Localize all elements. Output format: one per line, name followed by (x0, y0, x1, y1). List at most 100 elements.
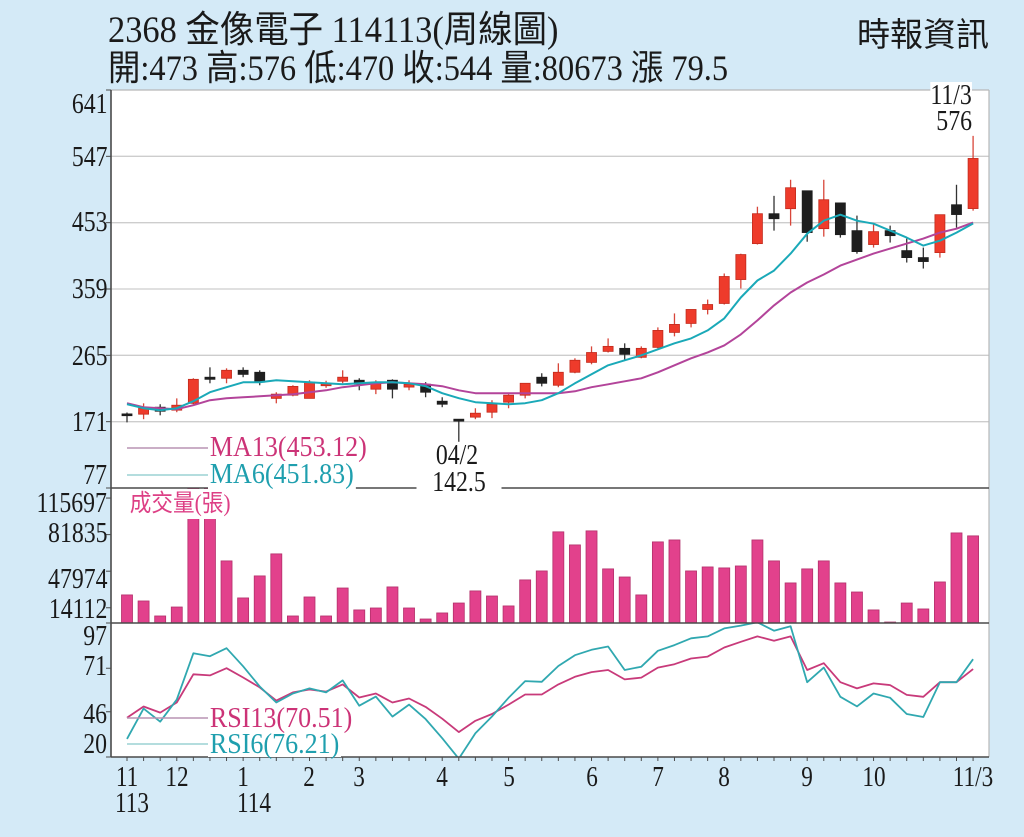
volume-bar (585, 530, 598, 623)
candle-up (669, 313, 680, 337)
volume-axis-label: 81835 (47, 517, 107, 549)
volume-bar (701, 566, 714, 623)
x-axis-label: 12 (165, 761, 189, 793)
rsi-axis-label: 97 (83, 620, 107, 652)
ma13-line (126, 221, 974, 411)
volume-bar (917, 608, 930, 623)
price-axis-label: 359 (71, 273, 107, 305)
candlestick-series (121, 135, 979, 442)
low-date-annotation: 04/2 (414, 442, 500, 470)
candle-up (602, 338, 614, 353)
volume-bar (668, 539, 681, 623)
x-axis-year-label: 114 (237, 787, 272, 819)
volume-bar (486, 595, 498, 623)
volume-bar (569, 544, 581, 623)
high-date-annotation: 11/3 (930, 80, 972, 111)
candle-up (519, 382, 531, 399)
volume-bar (535, 570, 548, 623)
candle-up (785, 179, 796, 226)
volume-axis-label: 47974 (47, 563, 107, 595)
rsi13-legend: RSI13(70.51) (208, 703, 355, 734)
volume-bar (220, 560, 233, 623)
volume-bar (635, 594, 648, 623)
candle-up (586, 346, 597, 365)
price-axis-label: 171 (71, 406, 107, 438)
volume-bar (419, 618, 432, 623)
candle-down (204, 367, 216, 384)
volume-bar (253, 575, 266, 623)
volume-bar (452, 602, 465, 623)
volume-bar (303, 596, 316, 623)
candle-down (436, 397, 448, 408)
candle-up (868, 223, 879, 248)
x-axis-label: 1 (237, 761, 249, 793)
volume-bar (784, 582, 797, 623)
volume-bar (552, 531, 565, 623)
volume-bar (403, 607, 415, 623)
price-axis-label: 453 (71, 206, 107, 238)
volume-bar (834, 582, 847, 623)
x-axis-label: 11 (115, 761, 139, 793)
volume-bar (204, 488, 216, 623)
volume-bar (170, 606, 183, 623)
volume-bar (469, 590, 482, 623)
candle-up (685, 309, 697, 328)
x-axis-label: 4 (436, 761, 449, 793)
candle-down (121, 412, 133, 423)
volume-bar (851, 591, 863, 623)
volume-bar (286, 615, 299, 623)
rsi-axis-label: 20 (83, 728, 107, 760)
x-axis-label: 2 (303, 761, 316, 793)
volume-bar (801, 568, 814, 623)
candle-up (552, 363, 564, 388)
x-axis-label: 11/3 (952, 761, 994, 793)
volume-axis-label: 14112 (48, 593, 107, 625)
price-axis-label: 77 (83, 459, 107, 491)
volume-bar (950, 532, 963, 623)
high-value-annotation: 576 (936, 106, 972, 137)
ma13-legend: MA13(453.12) (208, 432, 369, 463)
candle-up (569, 358, 581, 374)
candle-down (834, 202, 846, 238)
volume-bar (436, 612, 449, 623)
candle-up (967, 135, 979, 211)
x-axis-label: 5 (502, 761, 515, 793)
candle-up (469, 408, 481, 420)
volume-bar (618, 576, 631, 623)
candle-up (718, 273, 730, 305)
chart-title: 2368 金像電子 114113(周線圖) (108, 10, 559, 51)
candle-down (619, 343, 631, 361)
volume-bar (651, 541, 664, 623)
price-panel (121, 135, 979, 442)
volume-bar (817, 560, 830, 623)
volume-bar (320, 615, 332, 623)
volume-bar (353, 609, 366, 623)
volume-bar (121, 594, 133, 623)
volume-panel-title: 成交量(張) (128, 489, 233, 519)
volume-bar (386, 586, 399, 623)
rsi-axis-label: 46 (83, 698, 107, 730)
candle-down (951, 184, 962, 228)
x-axis-label: 9 (801, 761, 813, 793)
volume-bar (137, 600, 150, 623)
candle-up (503, 394, 514, 409)
volume-bar (237, 597, 250, 623)
volume-axis-label: 115697 (36, 487, 107, 519)
volume-bar (718, 567, 731, 623)
plot-area (111, 90, 989, 757)
volume-bar (751, 539, 764, 623)
volume-bar (768, 560, 780, 623)
volume-bar (602, 568, 615, 623)
candle-down (536, 373, 548, 387)
candle-up (337, 370, 349, 384)
candle-up (735, 253, 747, 289)
candle-up (752, 206, 763, 245)
candle-up (818, 179, 830, 237)
candle-down (453, 418, 465, 442)
rsi-axis-label: 71 (83, 650, 107, 682)
x-axis-label: 10 (861, 761, 886, 793)
volume-bar (270, 553, 283, 623)
x-axis-label: 3 (353, 761, 366, 793)
